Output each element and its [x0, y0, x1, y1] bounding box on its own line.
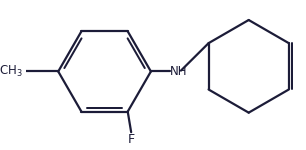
Text: CH$_3$: CH$_3$	[0, 64, 23, 79]
Text: F: F	[128, 133, 135, 146]
Text: NH: NH	[170, 65, 188, 78]
